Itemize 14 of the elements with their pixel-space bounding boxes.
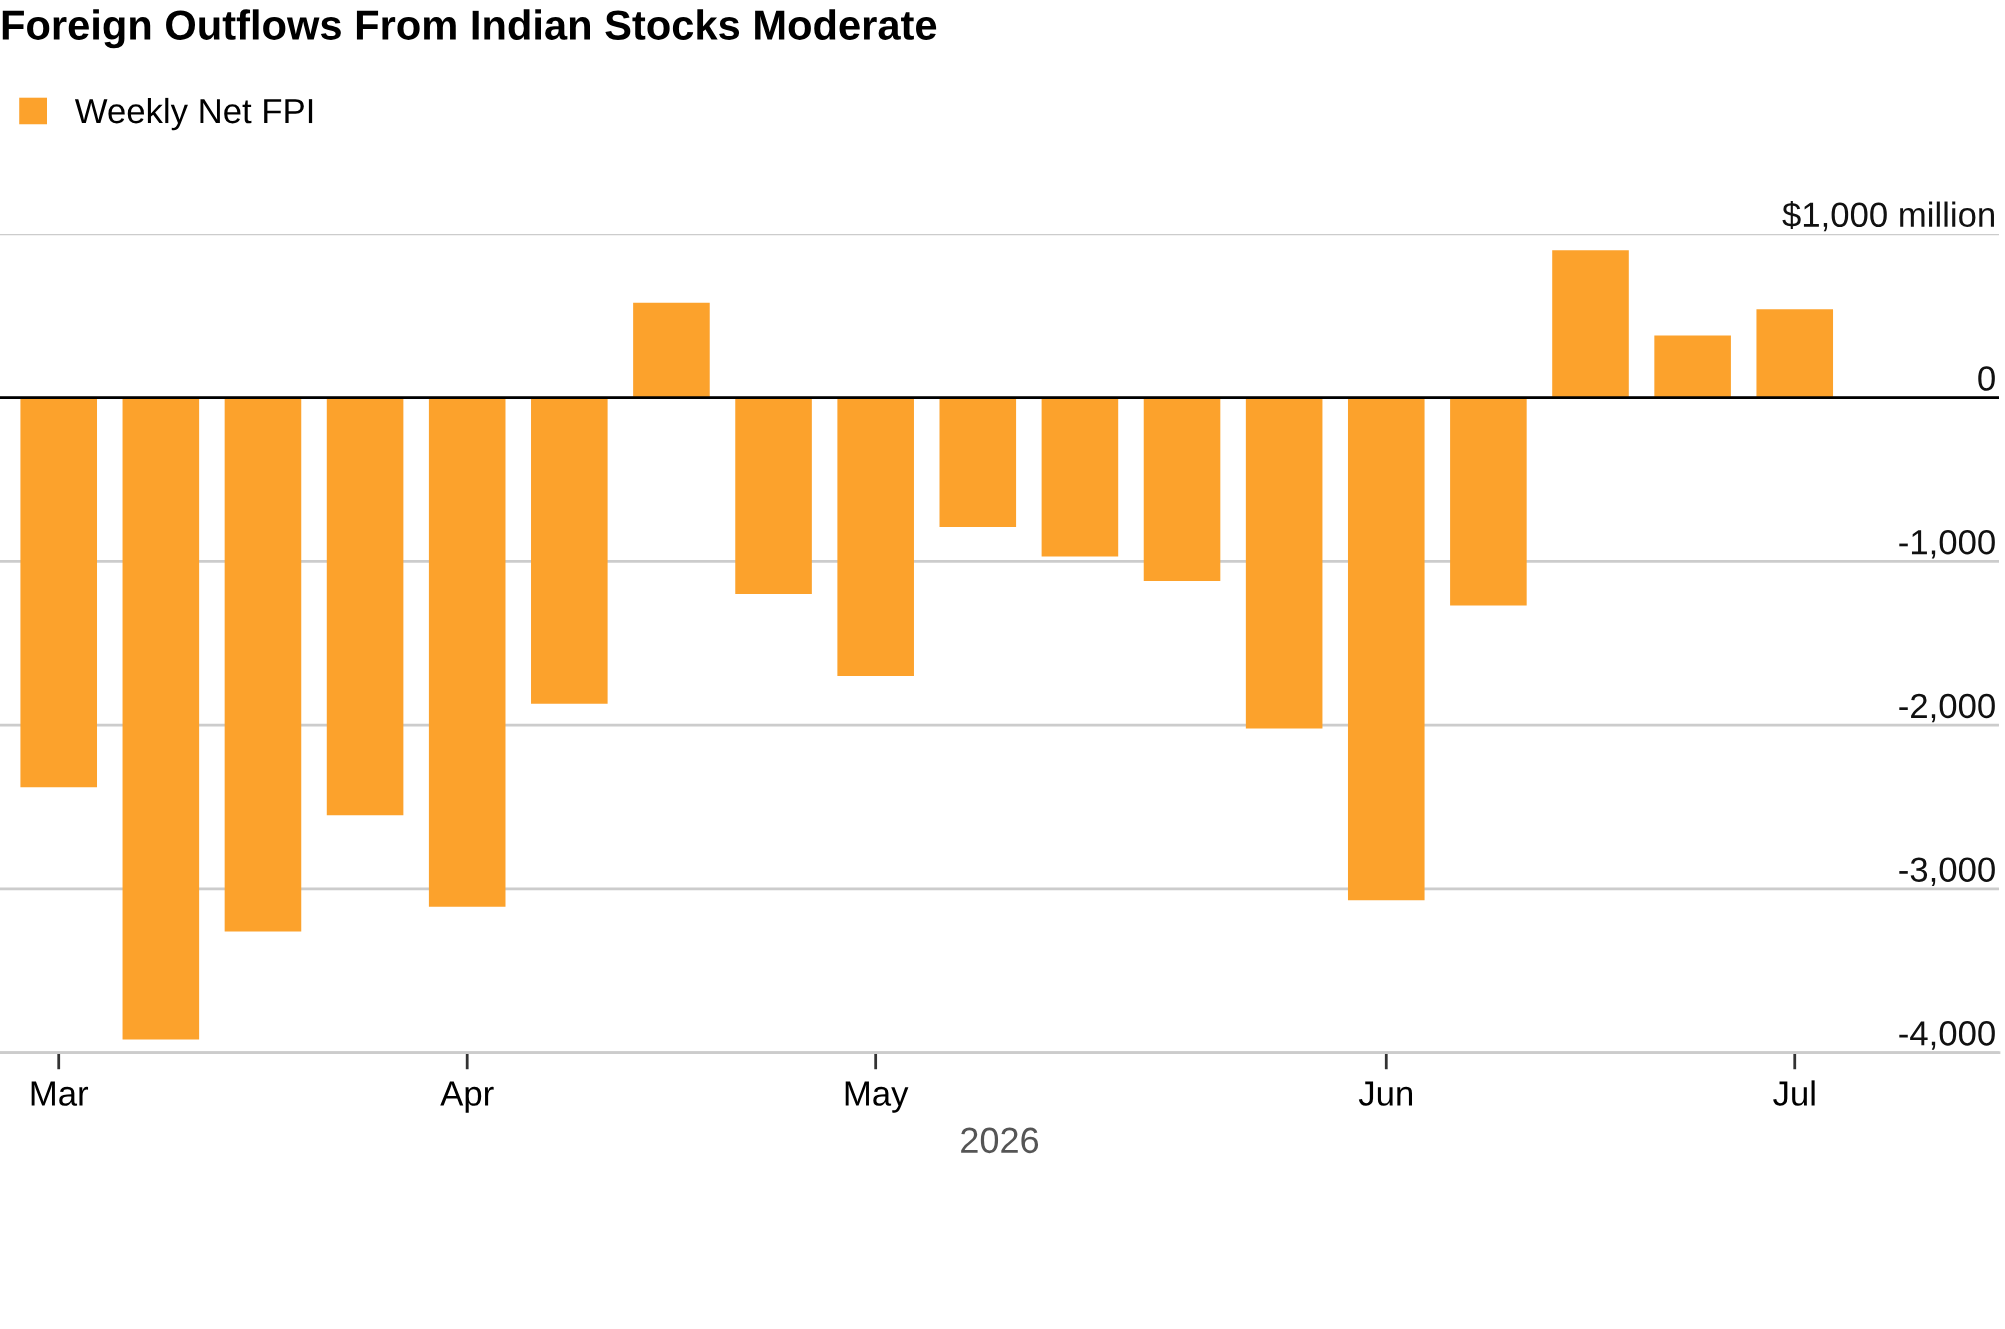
y-tick-label: -4,000: [1899, 1021, 1995, 1050]
y-tick-label: -3,000: [1899, 857, 1995, 887]
x-tick-label: Apr: [440, 1081, 494, 1113]
legend-label: Weekly Net FPI: [74, 97, 313, 131]
y-tick-label: -1,000: [1899, 529, 1995, 559]
chart-title: Foreign Outflows From Indian Stocks Moderate: [2, 9, 937, 49]
x-tick-label: Jul: [1773, 1080, 1815, 1106]
x-axis-title: 2026: [961, 1127, 1039, 1154]
x-tick-label: Jun: [1358, 1081, 1413, 1106]
x-tick-label: May: [845, 1081, 909, 1113]
y-tick-label: $1,000 million: [1782, 200, 1994, 232]
y-tick-label: -2,000: [1899, 693, 1995, 723]
x-tick-label: Mar: [31, 1081, 89, 1106]
y-tick-label: 0: [1978, 366, 1995, 391]
